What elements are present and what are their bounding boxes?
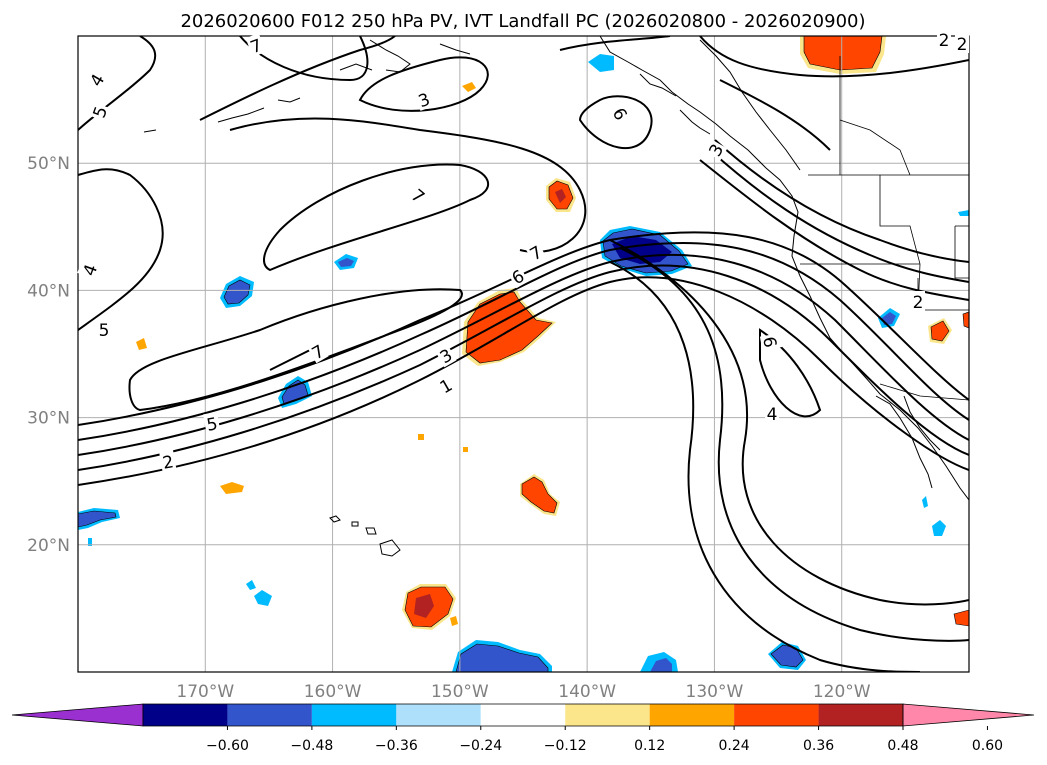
pv-shade-positive bbox=[465, 291, 553, 364]
pv-shade-negative bbox=[958, 210, 969, 216]
pv-shade-negative bbox=[922, 496, 928, 508]
x-tick-label: 130°W bbox=[686, 682, 744, 702]
pv-shade-negative bbox=[455, 643, 549, 672]
colorbar-tick-label: −0.60 bbox=[206, 738, 249, 754]
chart-title: 2026020600 F012 250 hPa PV, IVT Landfall… bbox=[180, 11, 865, 32]
colorbar-tick-label: −0.48 bbox=[290, 738, 333, 754]
x-tick-label: 170°W bbox=[176, 682, 234, 702]
islands bbox=[329, 515, 401, 557]
colorbar-tick-label: −0.36 bbox=[375, 738, 418, 754]
pv-shade-negative bbox=[588, 54, 614, 72]
pv-shade-negative bbox=[932, 520, 946, 536]
colorbar-tick-label: 0.36 bbox=[803, 738, 834, 754]
political-borders bbox=[800, 56, 969, 401]
pv-shade-positive bbox=[555, 189, 566, 203]
contour-label-bg bbox=[524, 239, 547, 265]
pv-shade-negative bbox=[78, 510, 117, 528]
contour-label-bg bbox=[406, 183, 431, 208]
pv-shade-positive bbox=[136, 338, 147, 350]
contour-label-bg bbox=[911, 291, 925, 311]
contour-label-bg bbox=[245, 33, 266, 57]
colorbar-tick-label: −0.12 bbox=[544, 738, 587, 754]
colorbar-tick-label: 0.24 bbox=[719, 738, 750, 754]
contour-label: 2 bbox=[913, 293, 924, 313]
colorbar-tick-label: 0.12 bbox=[634, 738, 665, 754]
pv-shade-positive bbox=[962, 311, 969, 329]
pv-shade-positive bbox=[953, 609, 969, 627]
pv-shade-positive bbox=[414, 594, 434, 618]
contour-label-bg bbox=[608, 102, 634, 125]
y-tick-label: 30°N bbox=[27, 409, 70, 429]
map-frame bbox=[77, 35, 970, 673]
contour-label-bg bbox=[97, 319, 111, 339]
pv-shade-negative bbox=[246, 580, 256, 590]
x-tick-label: 120°W bbox=[813, 682, 871, 702]
x-tick-label: 140°W bbox=[558, 682, 616, 702]
pv-shade-negative bbox=[650, 658, 672, 672]
pv-shade-positive bbox=[803, 36, 883, 71]
contour-label-bg bbox=[955, 33, 969, 53]
colorbar-tick-label: 0.60 bbox=[972, 738, 1003, 754]
pv-shade-negative bbox=[254, 590, 272, 606]
pv-contour-lines bbox=[78, 36, 969, 672]
pv-shading-layer bbox=[78, 36, 969, 672]
pv-shade-positive bbox=[450, 616, 458, 626]
pv-shade-positive bbox=[462, 82, 476, 92]
contour-label: 2 bbox=[957, 35, 968, 55]
colorbar-extend-high bbox=[902, 703, 1035, 727]
pv-shade-positive bbox=[220, 482, 244, 494]
colorbar-tick-label: 0.48 bbox=[887, 738, 918, 754]
contour-label-bg bbox=[87, 101, 111, 122]
y-tick-label: 20°N bbox=[27, 536, 70, 556]
contour-label-bg bbox=[759, 333, 783, 351]
colorbar-swatch bbox=[396, 704, 481, 726]
contour-label-bg bbox=[937, 29, 951, 49]
map-gridlines bbox=[78, 36, 969, 672]
contour-label-bg bbox=[702, 138, 728, 161]
colorbar-swatch bbox=[649, 704, 735, 726]
contour-label-bg bbox=[765, 403, 779, 423]
pv-shade-positive bbox=[463, 447, 468, 452]
pv-shade-negative bbox=[882, 312, 896, 325]
contour-label-bg bbox=[83, 68, 109, 91]
contour-label-bg bbox=[306, 338, 329, 364]
pv-shade-negative bbox=[338, 258, 354, 267]
pv-shade-positive bbox=[930, 320, 950, 342]
contour-label: 5 bbox=[205, 414, 219, 436]
contour-label: 5 bbox=[99, 321, 110, 341]
map-background bbox=[78, 36, 969, 672]
colorbar-swatch bbox=[565, 704, 650, 726]
colorbar: −0.60 −0.48 −0.36 −0.24 −0.12 0.12 0.24 0.36 0.4… bbox=[11, 703, 1035, 754]
contour-label: 6 bbox=[758, 335, 780, 349]
contour-label-bg bbox=[203, 411, 221, 435]
colorbar-swatch bbox=[227, 704, 312, 726]
y-tick-label: 50°N bbox=[27, 154, 70, 174]
pv-shade-negative bbox=[88, 538, 92, 546]
x-axis-ticks: 170°W 160°W 150°W 140°W 130°W 120°W bbox=[176, 682, 870, 702]
colorbar-swatch bbox=[480, 704, 566, 726]
contour-label: 2 bbox=[939, 31, 950, 51]
pv-shade-negative bbox=[770, 644, 804, 668]
contour-label-bg bbox=[77, 259, 101, 280]
y-tick-label: 40°N bbox=[27, 281, 70, 301]
colorbar-extend-low bbox=[11, 703, 144, 727]
colorbar-swatch bbox=[818, 704, 903, 726]
contour-label: 4 bbox=[767, 405, 778, 425]
y-axis-ticks: 50°N 40°N 30°N 20°N bbox=[27, 154, 70, 556]
contour-label-bg bbox=[434, 342, 457, 368]
x-tick-label: 160°W bbox=[304, 682, 362, 702]
contour-label-bg bbox=[434, 372, 457, 398]
contour-label-bg bbox=[159, 449, 177, 473]
colorbar-swatch bbox=[734, 704, 819, 726]
colorbar-tick-label: −0.24 bbox=[459, 738, 502, 754]
contour-label-bg bbox=[413, 87, 434, 111]
x-tick-label: 150°W bbox=[431, 682, 489, 702]
contour-label: 2 bbox=[161, 452, 175, 474]
pv-shade-positive bbox=[418, 434, 424, 440]
colorbar-swatch bbox=[311, 704, 397, 726]
pv-shade-positive bbox=[521, 476, 558, 514]
contour-label-bg bbox=[506, 263, 529, 289]
colorbar-swatch bbox=[143, 704, 228, 726]
